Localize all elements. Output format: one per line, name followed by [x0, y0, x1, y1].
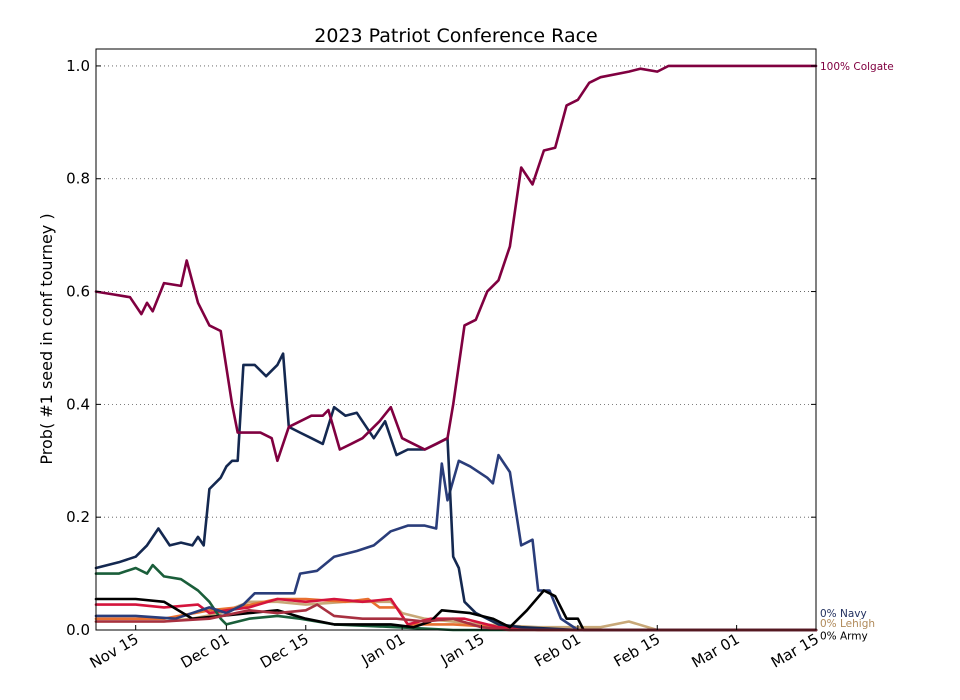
x-tick-label: Nov 15 — [87, 630, 142, 672]
series-line — [94, 453, 818, 632]
x-tick-label: Jan 01 — [358, 630, 409, 670]
gridlines — [96, 65, 816, 518]
series-line — [94, 64, 818, 463]
y-tick-label: 0.6 — [66, 283, 90, 301]
y-tick-label: 0.8 — [66, 170, 90, 188]
series-line — [94, 597, 818, 632]
x-tick-label: Feb 01 — [531, 630, 584, 671]
series-lines — [94, 64, 818, 632]
series-line — [94, 597, 818, 632]
x-tick-label: Mar 01 — [688, 630, 742, 672]
x-tick-label: Jan 15 — [437, 630, 488, 670]
y-axis-label: Prob( #1 seed in conf tourney ) — [37, 213, 56, 464]
y-tick-label: 0.4 — [66, 395, 90, 413]
y-tick-label: 0.0 — [66, 621, 90, 639]
x-tick-label: Feb 15 — [611, 630, 664, 671]
x-tick-label: Dec 01 — [178, 630, 233, 672]
end-label: 0% Lehigh — [820, 618, 875, 630]
x-tick-label: Dec 15 — [257, 630, 312, 672]
x-tick-label: Mar 15 — [768, 630, 822, 672]
end-label: 0% Navy — [820, 608, 867, 620]
y-tick-label: 1.0 — [66, 57, 90, 75]
end-label: 100% Colgate — [820, 61, 894, 73]
series-line — [94, 600, 818, 632]
series-line — [94, 352, 818, 632]
series-line — [94, 603, 818, 632]
plot-area — [95, 48, 817, 631]
y-tick-label: 0.2 — [66, 508, 90, 526]
chart-title: 2023 Patriot Conference Race — [314, 25, 597, 47]
end-label: 0% Army — [820, 630, 868, 642]
